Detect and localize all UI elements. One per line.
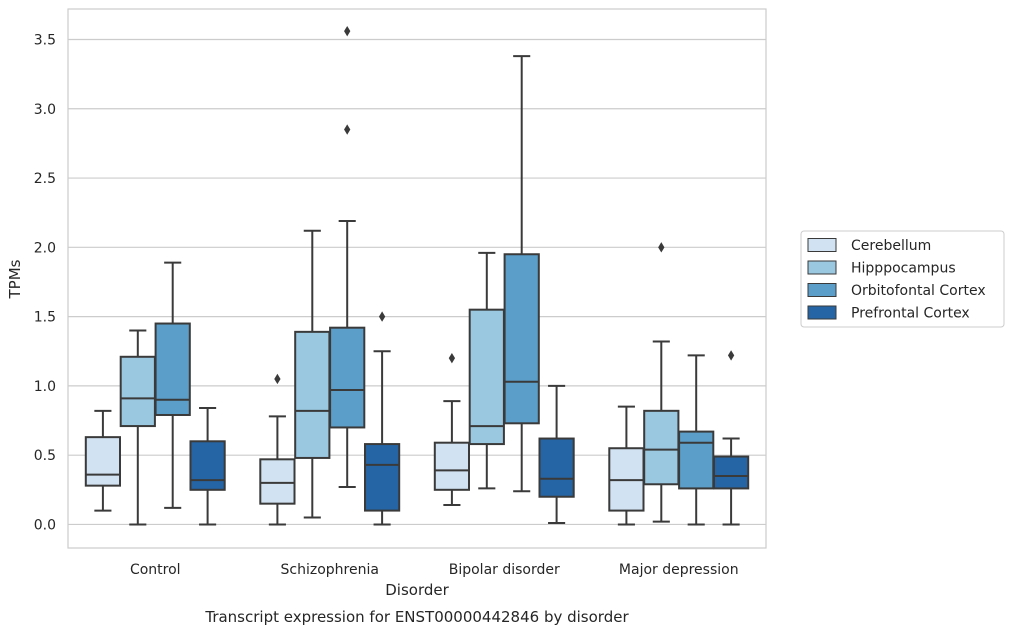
y-tick-label: 2.5 xyxy=(34,171,56,187)
y-axis-label: TPMs xyxy=(6,259,24,299)
y-tick-label: 2.0 xyxy=(34,240,56,256)
box-group xyxy=(433,352,471,507)
box xyxy=(712,455,750,490)
y-tick-labels: 0.0 0.5 1.0 1.5 2.0 2.5 3.0 3.5 xyxy=(34,32,56,533)
legend-swatch xyxy=(807,238,837,252)
outlier-point xyxy=(344,25,351,37)
figure-caption: Transcript expression for ENST0000044284… xyxy=(204,608,629,626)
box-group xyxy=(84,409,122,512)
box-group xyxy=(189,407,226,526)
legend-label: Orbitofontal Cortex xyxy=(851,283,986,299)
legend: Cerebellum Hipppocampus Orbitofontal Corte… xyxy=(800,230,1005,328)
box-group xyxy=(119,329,156,526)
box-group xyxy=(329,25,366,489)
y-tick-label: 1.5 xyxy=(34,310,56,326)
outlier-point xyxy=(378,311,386,322)
y-tick-label: 3.0 xyxy=(34,102,56,118)
y-tick-label: 1.0 xyxy=(34,379,56,395)
box xyxy=(119,355,156,428)
x-tick-label: Control xyxy=(130,562,181,578)
box-group xyxy=(363,311,401,526)
outlier-point xyxy=(274,373,281,385)
box xyxy=(154,322,191,416)
box-group xyxy=(643,242,680,523)
box xyxy=(678,430,715,490)
box xyxy=(503,253,540,425)
box-group xyxy=(468,251,505,490)
box-group xyxy=(259,373,296,526)
x-tick-label: Schizophrenia xyxy=(281,562,379,578)
box xyxy=(363,443,401,512)
box xyxy=(433,441,471,491)
legend-swatch xyxy=(807,260,837,275)
x-tick-labels: Control Schizophrenia Bipolar disorder Majo… xyxy=(130,562,739,578)
box-group xyxy=(538,384,575,525)
box-group xyxy=(154,261,191,509)
outlier-point xyxy=(448,352,456,364)
x-tick-label: Major depression xyxy=(619,562,739,578)
legend-frame xyxy=(800,230,1005,328)
legend-label: Cerebellum xyxy=(851,238,931,254)
plot-frame xyxy=(67,8,767,549)
box-group xyxy=(678,354,715,526)
box-group xyxy=(712,350,750,526)
box xyxy=(189,440,226,491)
box-layer xyxy=(84,25,750,526)
x-axis-label: Disorder xyxy=(385,581,449,599)
legend-swatch xyxy=(807,305,837,320)
box xyxy=(294,330,331,459)
legend-label: Hipppocampus xyxy=(851,261,956,277)
box-group xyxy=(608,405,645,526)
y-tick-label: 0.5 xyxy=(34,448,56,464)
outlier-point xyxy=(727,350,735,361)
box-group xyxy=(503,55,540,493)
outlier-point xyxy=(658,242,665,253)
box xyxy=(538,437,575,498)
legend-swatch xyxy=(807,283,837,297)
box-group xyxy=(294,229,331,519)
box xyxy=(84,436,122,487)
box xyxy=(329,326,366,429)
legend-label: Prefrontal Cortex xyxy=(851,306,970,322)
box xyxy=(259,458,296,505)
y-tick-label: 0.0 xyxy=(34,517,56,533)
outlier-point xyxy=(344,124,351,135)
box xyxy=(468,308,505,446)
y-tick-label: 3.5 xyxy=(34,32,56,48)
box xyxy=(643,409,680,486)
x-tick-label: Bipolar disorder xyxy=(449,562,560,578)
